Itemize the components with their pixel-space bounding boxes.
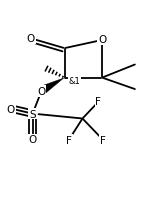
Text: O: O bbox=[7, 104, 15, 114]
Text: S: S bbox=[29, 109, 36, 119]
Text: F: F bbox=[99, 135, 105, 145]
Text: O: O bbox=[98, 35, 106, 45]
Polygon shape bbox=[42, 79, 64, 94]
Text: F: F bbox=[66, 135, 72, 145]
Text: &1: &1 bbox=[69, 76, 80, 85]
Text: O: O bbox=[27, 34, 35, 44]
Text: O: O bbox=[37, 86, 45, 96]
Text: O: O bbox=[29, 135, 37, 145]
Text: F: F bbox=[95, 97, 101, 107]
